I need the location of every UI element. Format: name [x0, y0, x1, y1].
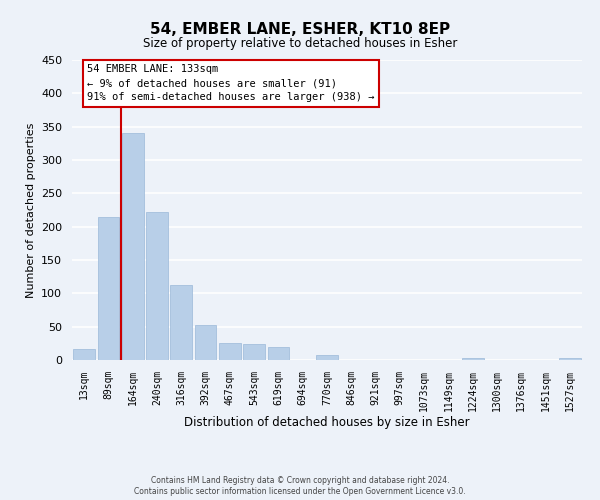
Bar	[462, 358, 484, 360]
Bar	[559, 358, 581, 360]
Text: Contains HM Land Registry data © Crown copyright and database right 2024.: Contains HM Land Registry data © Crown c…	[151, 476, 449, 485]
Bar	[97, 216, 119, 360]
Bar	[219, 344, 241, 360]
Bar	[268, 346, 289, 360]
Text: 54, EMBER LANE, ESHER, KT10 8EP: 54, EMBER LANE, ESHER, KT10 8EP	[150, 22, 450, 38]
Y-axis label: Number of detached properties: Number of detached properties	[26, 122, 35, 298]
Text: 54 EMBER LANE: 133sqm
← 9% of detached houses are smaller (91)
91% of semi-detac: 54 EMBER LANE: 133sqm ← 9% of detached h…	[88, 64, 375, 102]
Bar	[146, 212, 168, 360]
Text: Contains public sector information licensed under the Open Government Licence v3: Contains public sector information licen…	[134, 488, 466, 496]
X-axis label: Distribution of detached houses by size in Esher: Distribution of detached houses by size …	[184, 416, 470, 430]
Bar	[73, 348, 95, 360]
Bar	[122, 134, 143, 360]
Text: Size of property relative to detached houses in Esher: Size of property relative to detached ho…	[143, 38, 457, 51]
Bar	[316, 356, 338, 360]
Bar	[194, 324, 217, 360]
Bar	[170, 284, 192, 360]
Bar	[243, 344, 265, 360]
